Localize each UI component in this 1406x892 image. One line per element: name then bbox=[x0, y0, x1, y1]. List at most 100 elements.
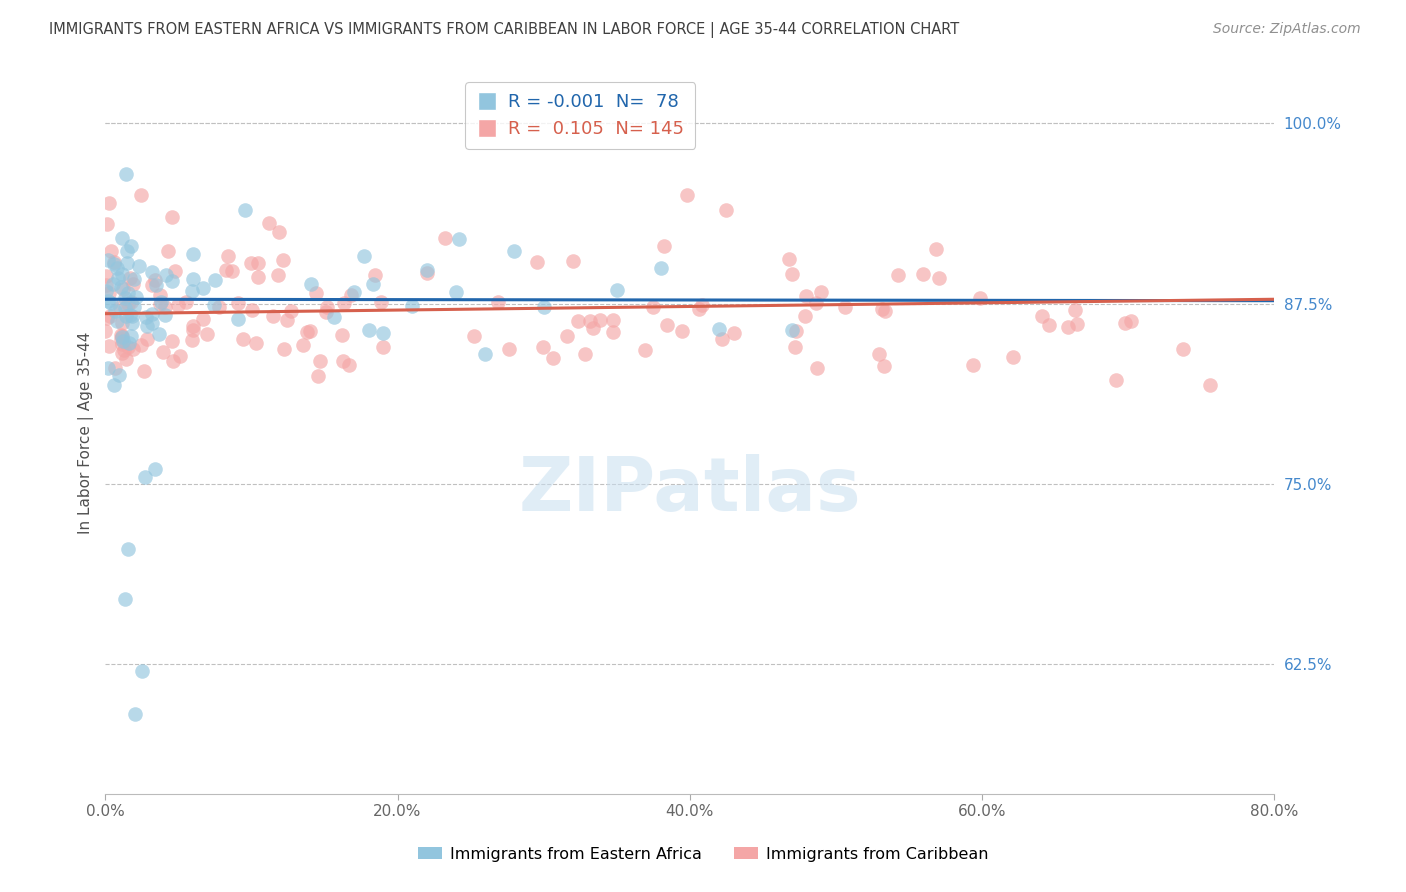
Point bbox=[121, 309, 143, 323]
Point bbox=[125, 290, 148, 304]
Point bbox=[115, 351, 138, 366]
Point bbox=[105, 260, 128, 275]
Point bbox=[111, 334, 134, 348]
Point bbox=[606, 283, 628, 297]
Point bbox=[299, 277, 322, 291]
Point bbox=[309, 354, 332, 368]
Point bbox=[332, 354, 354, 368]
Point bbox=[118, 336, 141, 351]
Point bbox=[273, 342, 295, 356]
Point bbox=[117, 297, 139, 311]
Point bbox=[122, 301, 145, 315]
Point bbox=[105, 313, 128, 327]
Point bbox=[98, 195, 121, 210]
Point bbox=[357, 323, 380, 337]
Point bbox=[671, 324, 693, 338]
Point bbox=[337, 358, 360, 372]
Point bbox=[269, 225, 291, 239]
Point bbox=[526, 255, 548, 269]
Point bbox=[330, 327, 353, 342]
Point bbox=[298, 325, 321, 339]
Point bbox=[111, 282, 134, 296]
Point bbox=[834, 301, 856, 315]
Point bbox=[156, 244, 179, 259]
Point bbox=[141, 317, 163, 331]
Point bbox=[117, 340, 139, 354]
Point bbox=[240, 302, 263, 317]
Point bbox=[132, 364, 155, 378]
Point bbox=[121, 342, 143, 356]
Point bbox=[643, 301, 665, 315]
Point bbox=[364, 268, 387, 283]
Point bbox=[806, 361, 828, 376]
Point bbox=[785, 324, 807, 338]
Point bbox=[141, 307, 163, 321]
Point bbox=[370, 295, 392, 310]
Point bbox=[111, 231, 134, 245]
Point bbox=[371, 326, 394, 340]
Point bbox=[180, 333, 202, 347]
Point bbox=[124, 272, 146, 286]
Point bbox=[1105, 373, 1128, 387]
Point bbox=[690, 298, 713, 312]
Point bbox=[444, 285, 467, 300]
Point bbox=[120, 271, 142, 285]
Point bbox=[111, 267, 134, 281]
Point bbox=[94, 278, 117, 293]
Point bbox=[160, 334, 183, 348]
Legend: R = -0.001  N=  78, R =  0.105  N= 145: R = -0.001 N= 78, R = 0.105 N= 145 bbox=[465, 82, 695, 149]
Point bbox=[794, 289, 817, 303]
Point bbox=[191, 281, 214, 295]
Point bbox=[141, 277, 163, 292]
Point bbox=[634, 343, 657, 357]
Point bbox=[155, 268, 177, 283]
Point bbox=[315, 305, 337, 319]
Point bbox=[280, 304, 302, 318]
Point bbox=[962, 358, 984, 372]
Point bbox=[474, 347, 496, 361]
Point bbox=[676, 188, 699, 202]
Point bbox=[124, 707, 146, 722]
Point bbox=[447, 232, 470, 246]
Point bbox=[233, 202, 256, 217]
Point bbox=[111, 316, 134, 330]
Point bbox=[110, 332, 132, 346]
Point bbox=[117, 255, 139, 269]
Point bbox=[94, 268, 117, 283]
Text: ZIPatlas: ZIPatlas bbox=[519, 454, 860, 527]
Point bbox=[103, 377, 125, 392]
Point bbox=[149, 287, 172, 301]
Point bbox=[143, 462, 166, 476]
Point bbox=[114, 291, 136, 305]
Point bbox=[371, 340, 394, 354]
Point bbox=[135, 310, 157, 324]
Point bbox=[160, 210, 183, 224]
Point bbox=[925, 242, 948, 256]
Point bbox=[602, 325, 624, 339]
Point bbox=[810, 285, 832, 299]
Point bbox=[322, 310, 344, 325]
Point bbox=[152, 345, 174, 359]
Point bbox=[602, 312, 624, 326]
Point bbox=[343, 285, 366, 299]
Point bbox=[707, 322, 730, 336]
Point bbox=[181, 272, 204, 286]
Point bbox=[110, 328, 132, 343]
Point bbox=[257, 216, 280, 230]
Point bbox=[129, 188, 152, 202]
Point bbox=[793, 309, 815, 323]
Point bbox=[110, 280, 132, 294]
Point bbox=[153, 309, 176, 323]
Point bbox=[780, 323, 803, 337]
Point bbox=[149, 295, 172, 310]
Point bbox=[1064, 302, 1087, 317]
Point bbox=[1199, 378, 1222, 392]
Point bbox=[114, 592, 136, 607]
Point bbox=[291, 338, 314, 352]
Point bbox=[267, 268, 290, 283]
Point bbox=[232, 332, 254, 346]
Point bbox=[111, 336, 134, 351]
Point bbox=[202, 298, 225, 312]
Point bbox=[416, 266, 439, 280]
Point bbox=[103, 255, 125, 269]
